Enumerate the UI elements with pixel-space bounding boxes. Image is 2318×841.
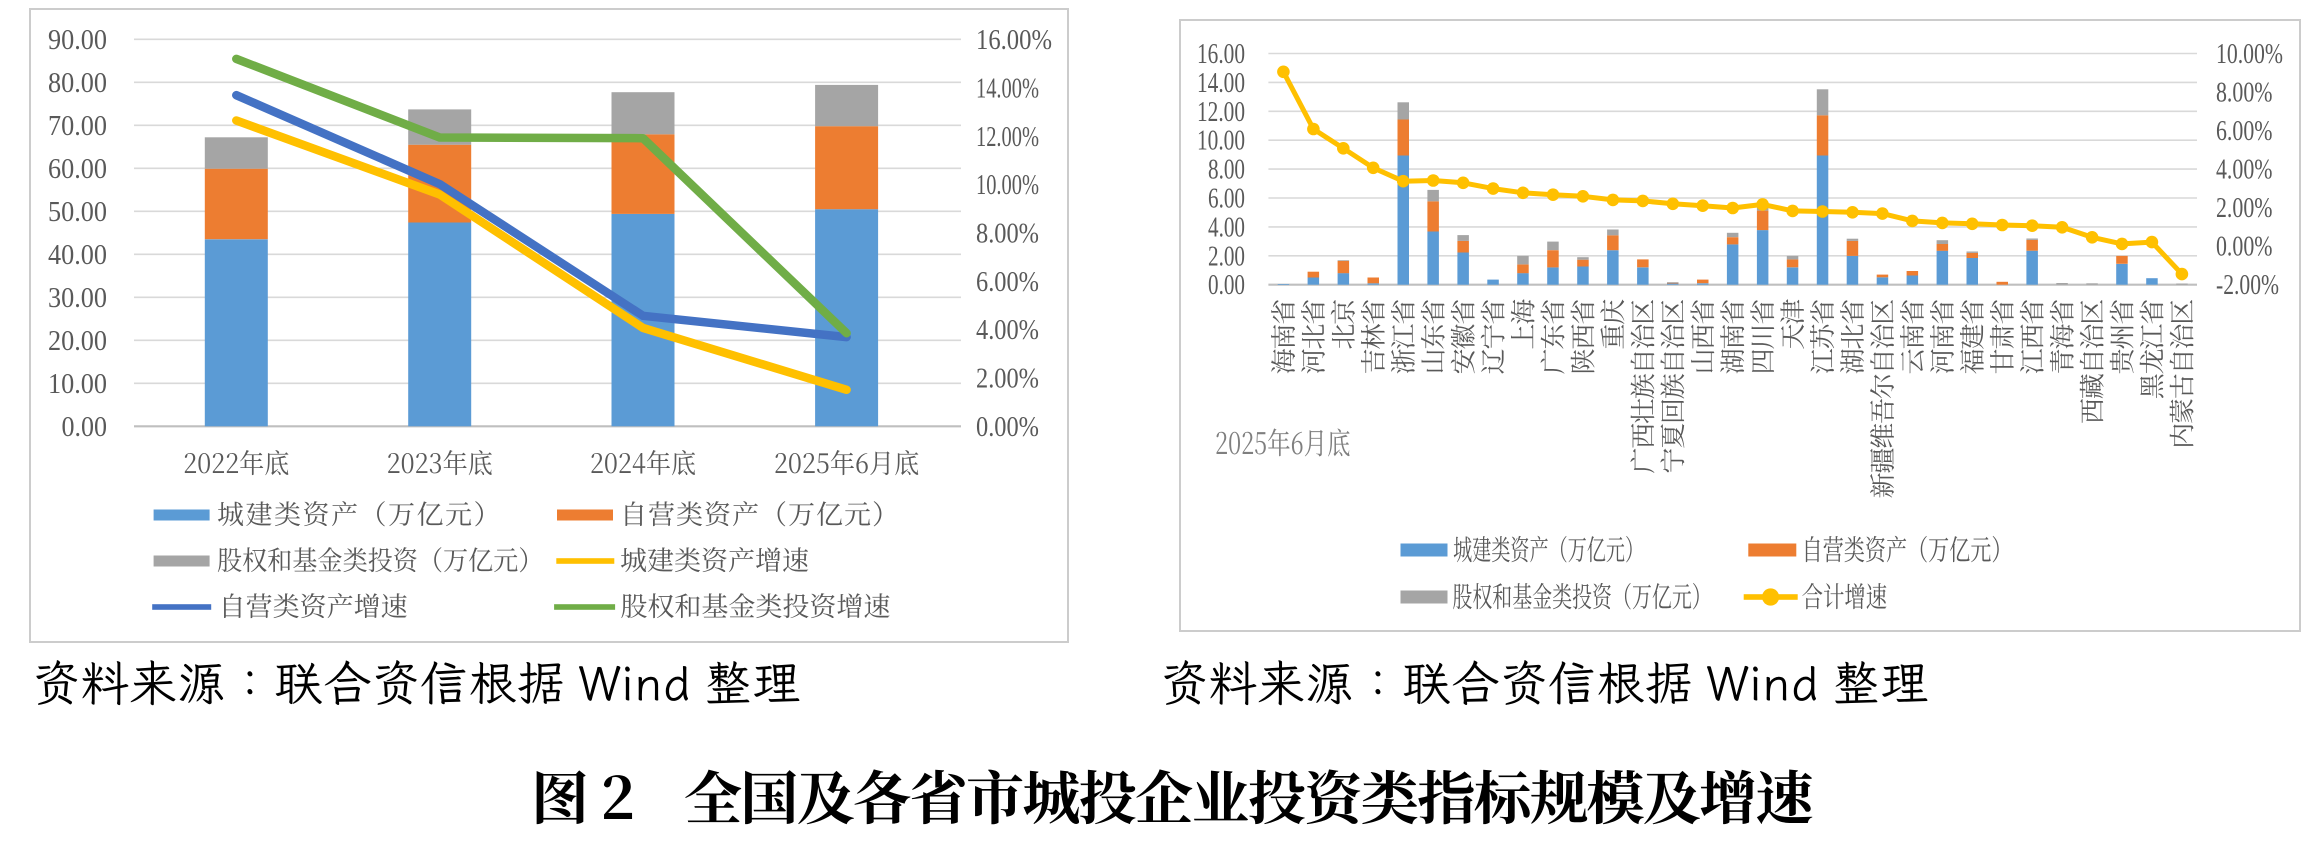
svg-text:2.00%: 2.00% xyxy=(2216,192,2273,224)
svg-text:10.00%: 10.00% xyxy=(2216,38,2283,70)
svg-text:14.00: 14.00 xyxy=(1197,67,1245,99)
svg-text:2.00: 2.00 xyxy=(1208,240,1245,272)
svg-text:0.00: 0.00 xyxy=(1208,269,1245,301)
svg-text:6.00%: 6.00% xyxy=(976,266,1039,298)
svg-text:20.00: 20.00 xyxy=(48,325,107,357)
svg-text:16.00%: 16.00% xyxy=(976,24,1052,56)
svg-text:12.00: 12.00 xyxy=(1197,96,1245,128)
svg-text:0.00: 0.00 xyxy=(62,411,108,443)
svg-text:40.00: 40.00 xyxy=(48,239,107,271)
svg-text:0.00%: 0.00% xyxy=(976,411,1039,443)
svg-text:14.00%: 14.00% xyxy=(976,72,1039,104)
svg-text:10.00%: 10.00% xyxy=(976,169,1039,201)
svg-text:8.00: 8.00 xyxy=(1208,154,1245,186)
svg-text:16.00: 16.00 xyxy=(1197,38,1245,70)
svg-text:10.00: 10.00 xyxy=(48,368,107,400)
svg-text:8.00%: 8.00% xyxy=(2216,77,2273,109)
svg-text:50.00: 50.00 xyxy=(48,196,107,228)
svg-text:2.00%: 2.00% xyxy=(976,363,1039,395)
svg-text:4.00: 4.00 xyxy=(1208,211,1245,243)
svg-text:12.00%: 12.00% xyxy=(976,121,1039,153)
svg-text:90.00: 90.00 xyxy=(48,24,107,56)
svg-text:-2.00%: -2.00% xyxy=(2216,269,2279,301)
svg-text:8.00%: 8.00% xyxy=(976,217,1039,249)
svg-text:30.00: 30.00 xyxy=(48,282,107,314)
svg-text:60.00: 60.00 xyxy=(48,153,107,185)
svg-text:4.00%: 4.00% xyxy=(976,314,1039,346)
svg-text:70.00: 70.00 xyxy=(48,110,107,142)
svg-text:6.00: 6.00 xyxy=(1208,183,1245,215)
svg-text:10.00: 10.00 xyxy=(1197,125,1245,157)
svg-text:6.00%: 6.00% xyxy=(2216,115,2273,147)
svg-text:4.00%: 4.00% xyxy=(2216,154,2273,186)
svg-text:80.00: 80.00 xyxy=(48,67,107,99)
svg-text:0.00%: 0.00% xyxy=(2216,231,2273,263)
